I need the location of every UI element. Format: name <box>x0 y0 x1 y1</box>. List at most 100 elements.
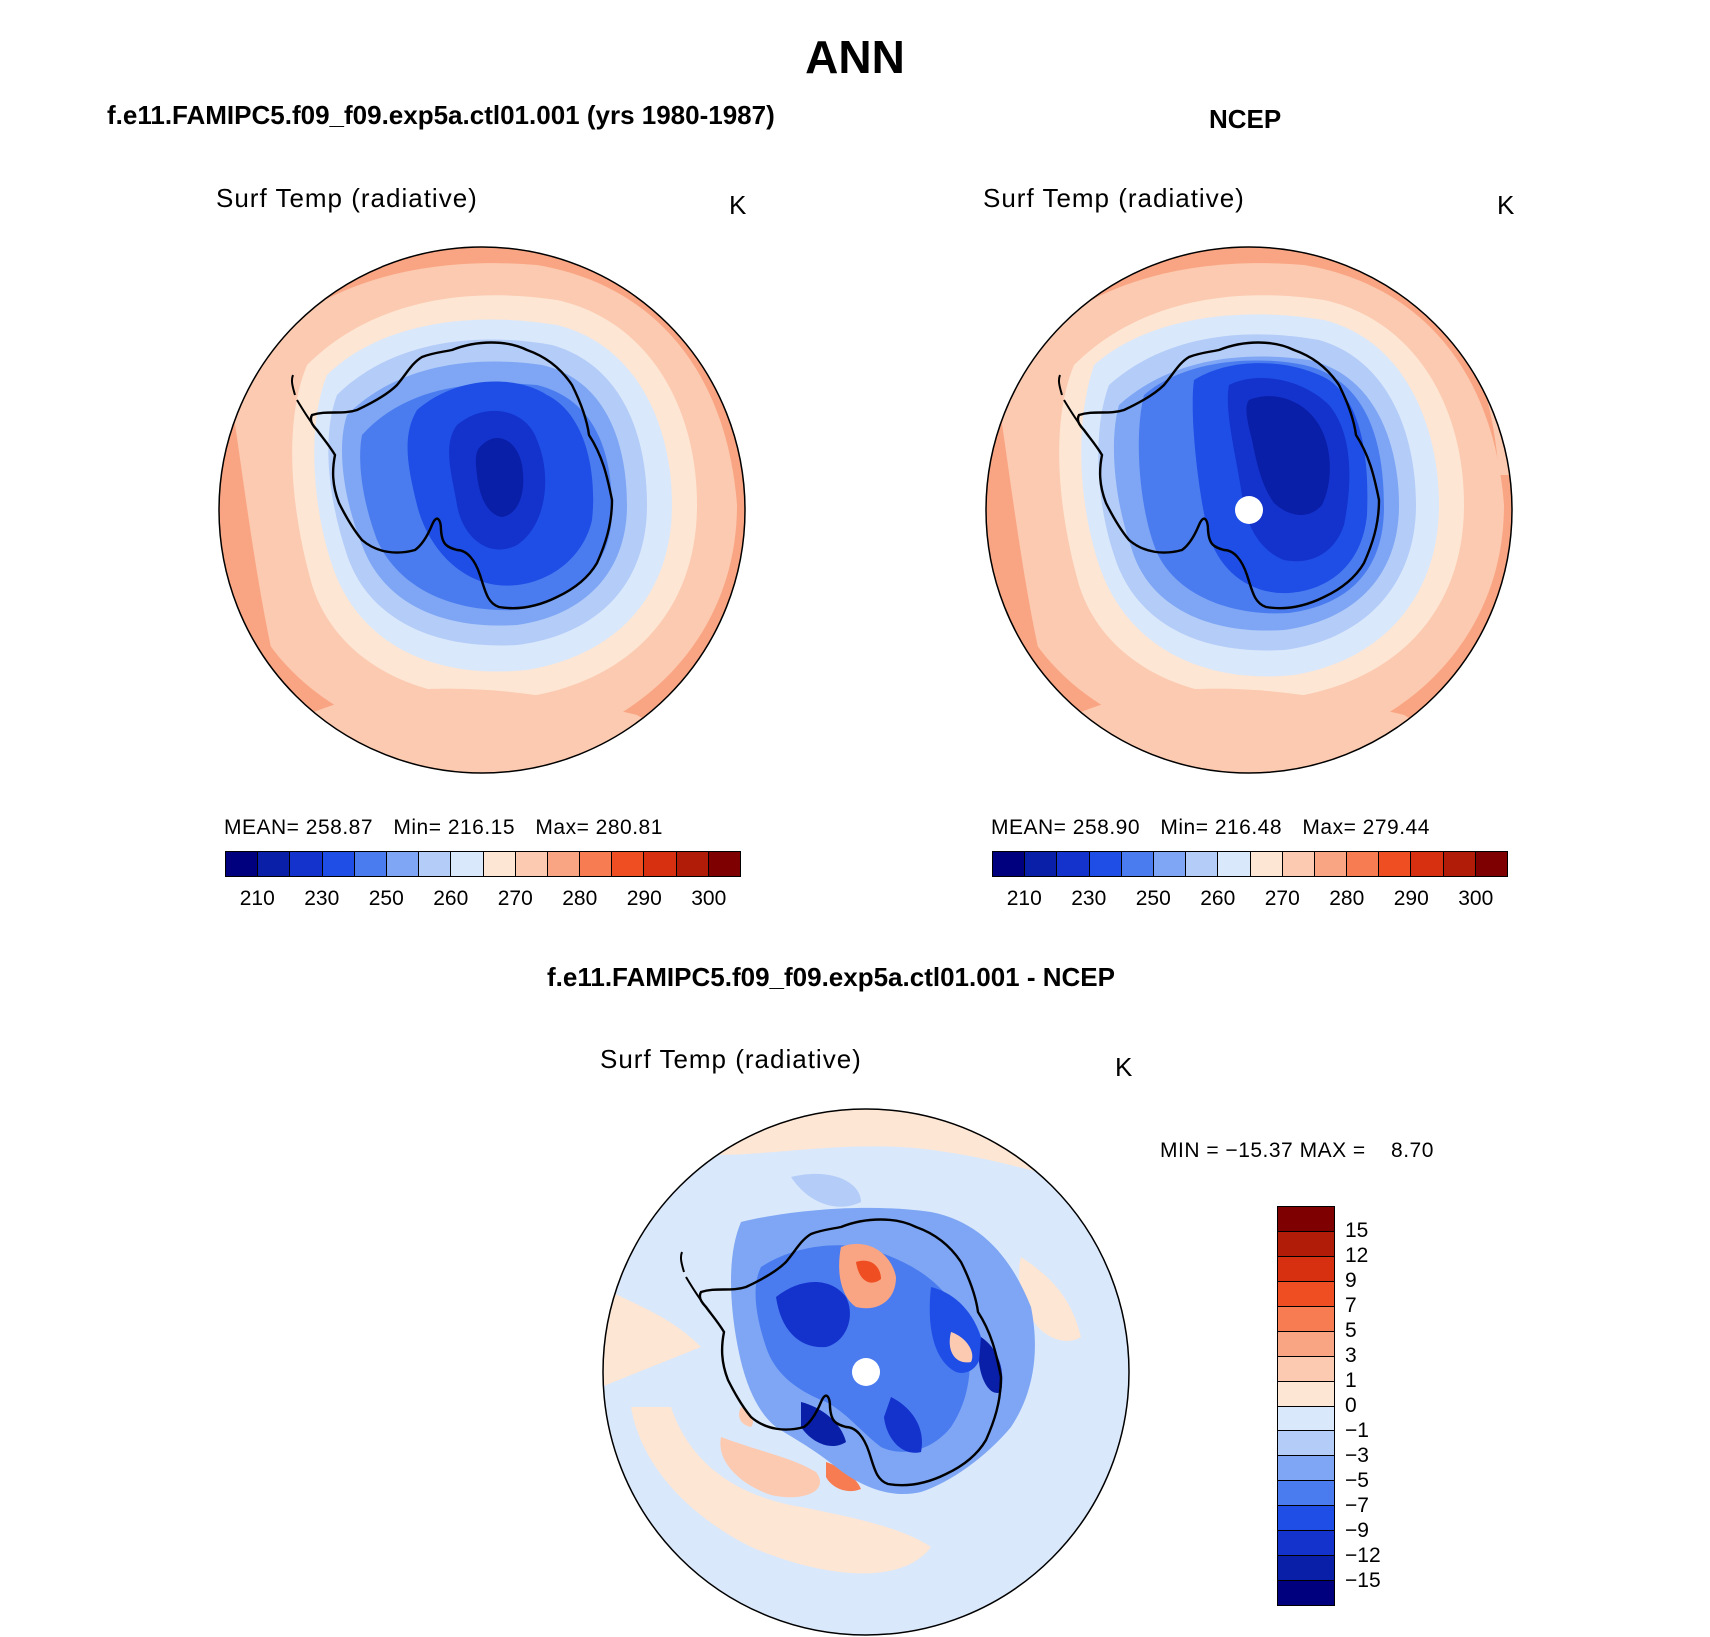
colorbar-labels-obs: 210 230 250 260 270 280 290 300 <box>992 887 1508 913</box>
colorbar-swatch <box>1278 1355 1334 1381</box>
colorbar-tick-label: 270 <box>1264 887 1300 910</box>
colorbar-swatch <box>1278 1555 1334 1581</box>
units-label-model: K <box>729 190 747 220</box>
colorbar-tick-label: 9 <box>1345 1269 1357 1292</box>
panel-title-model: f.e11.FAMIPC5.f09_f09.exp5a.ctl01.001 (y… <box>107 100 775 130</box>
colorbar-swatch <box>579 852 612 876</box>
minmax-difference: MIN = −15.37 MAX = 8.70 <box>1160 1139 1434 1162</box>
colorbar-swatch <box>1249 852 1282 876</box>
colorbar-tick-label: 0 <box>1345 1394 1357 1417</box>
colorbar-tick-label: 1 <box>1345 1369 1357 1392</box>
colorbar-swatch <box>1088 852 1121 876</box>
colorbar-swatch <box>993 852 1025 876</box>
colorbar-labels-difference: 15 12 9 7 5 3 1 0 −1 −3 −5 −7 −9 −12 −15 <box>1345 1206 1425 1606</box>
colorbar-swatch <box>1313 852 1347 876</box>
colorbar-obs <box>992 851 1508 877</box>
polar-map-difference <box>602 1108 1130 1636</box>
colorbar-swatch <box>1278 1255 1334 1281</box>
colorbar-swatch <box>611 852 644 876</box>
mean-value: 258.90 <box>1072 816 1141 839</box>
colorbar-tick-label: 5 <box>1345 1319 1357 1342</box>
stats-obs: MEAN= 258.90 Min= 216.48 Max= 279.44 <box>991 816 1430 840</box>
colorbar-swatch <box>226 852 258 876</box>
colorbar-swatch <box>1278 1380 1334 1406</box>
figure-title: ANN <box>805 31 905 83</box>
colorbar-swatch <box>675 852 708 876</box>
colorbar-swatch <box>643 852 676 876</box>
colorbar-tick-label: −9 <box>1345 1519 1369 1542</box>
colorbar-tick-label: 7 <box>1345 1294 1357 1317</box>
max-value: 280.81 <box>595 816 663 839</box>
min-value: 216.15 <box>447 816 516 839</box>
colorbar-tick-label: 260 <box>1200 887 1236 910</box>
panel-title-difference: f.e11.FAMIPC5.f09_f09.exp5a.ctl01.001 - … <box>547 962 1115 992</box>
colorbar-tick-label: 210 <box>239 887 275 910</box>
colorbar-tick-label: 290 <box>1393 887 1429 910</box>
colorbar-swatch <box>707 852 740 876</box>
colorbar-swatch <box>1410 852 1443 876</box>
colorbar-swatch <box>1056 852 1089 876</box>
units-label-obs: K <box>1497 190 1515 220</box>
units-label-difference: K <box>1115 1052 1133 1082</box>
colorbar-swatch <box>1278 1480 1334 1506</box>
coastline-antarctica <box>1076 341 1381 610</box>
coastline-antarctica <box>309 341 614 610</box>
colorbar-swatch <box>1278 1530 1334 1556</box>
max-label: Max= <box>1302 816 1357 839</box>
colorbar-swatch <box>1278 1330 1334 1356</box>
colorbar-swatch <box>1346 852 1379 876</box>
max-label: Max= <box>535 816 590 839</box>
colorbar-tick-label: 3 <box>1345 1344 1357 1367</box>
colorbar-swatch <box>1185 852 1218 876</box>
colorbar-tick-label: 250 <box>1135 887 1171 910</box>
variable-label-obs: Surf Temp (radiative) <box>983 183 1245 213</box>
colorbar-tick-label: 15 <box>1345 1219 1369 1242</box>
colorbar-swatch <box>1217 852 1250 876</box>
mean-label: MEAN= <box>991 816 1067 839</box>
colorbar-swatch <box>1024 852 1057 876</box>
colorbar-tick-label: 210 <box>1006 887 1042 910</box>
colorbar-swatch <box>450 852 483 876</box>
panel-title-obs: NCEP <box>1209 104 1282 134</box>
colorbar-tick-label: 250 <box>368 887 404 910</box>
polar-map-model <box>218 246 746 774</box>
variable-label-model: Surf Temp (radiative) <box>216 183 478 213</box>
colorbar-swatch <box>482 852 515 876</box>
colorbar-tick-label: 12 <box>1345 1244 1369 1267</box>
colorbar-tick-label: 280 <box>562 887 598 910</box>
colorbar-swatch <box>1278 1305 1334 1331</box>
colorbar-tick-label: 230 <box>1071 887 1107 910</box>
colorbar-tick-label: 290 <box>626 887 662 910</box>
colorbar-tick-label: −7 <box>1345 1494 1369 1517</box>
coastline-antarctica <box>698 1218 1003 1487</box>
colorbar-tick-label: −3 <box>1345 1444 1369 1467</box>
colorbar-tick-label: −5 <box>1345 1469 1369 1492</box>
colorbar-swatch <box>289 852 322 876</box>
variable-label-difference: Surf Temp (radiative) <box>600 1044 862 1074</box>
polar-map-obs <box>985 246 1513 774</box>
colorbar-swatch <box>257 852 290 876</box>
colorbar-swatch <box>1278 1280 1334 1306</box>
colorbar-tick-label: 260 <box>433 887 469 910</box>
colorbar-swatch <box>1378 852 1411 876</box>
colorbar-tick-label: 230 <box>304 887 340 910</box>
colorbar-swatch <box>353 852 386 876</box>
pole-mask <box>852 1358 880 1386</box>
colorbar-tick-label: 300 <box>691 887 727 910</box>
colorbar-tick-label: 270 <box>497 887 533 910</box>
colorbar-labels-model: 210 230 250 260 270 280 290 300 <box>225 887 741 913</box>
colorbar-tick-label: −1 <box>1345 1419 1369 1442</box>
colorbar-tick-label: −12 <box>1345 1544 1381 1567</box>
colorbar-swatch <box>546 852 580 876</box>
colorbar-swatch <box>1120 852 1153 876</box>
colorbar-swatch <box>1278 1455 1334 1481</box>
colorbar-swatch <box>1278 1405 1334 1431</box>
min-label: Min= <box>393 816 442 839</box>
min-value: 216.48 <box>1214 816 1283 839</box>
stats-model: MEAN= 258.87 Min= 216.15 Max= 280.81 <box>224 816 663 840</box>
colorbar-swatch <box>385 852 419 876</box>
pole-mask <box>1235 496 1263 524</box>
colorbar-swatch <box>1281 852 1314 876</box>
colorbar-swatch <box>1278 1580 1334 1605</box>
colorbar-swatch <box>1442 852 1475 876</box>
